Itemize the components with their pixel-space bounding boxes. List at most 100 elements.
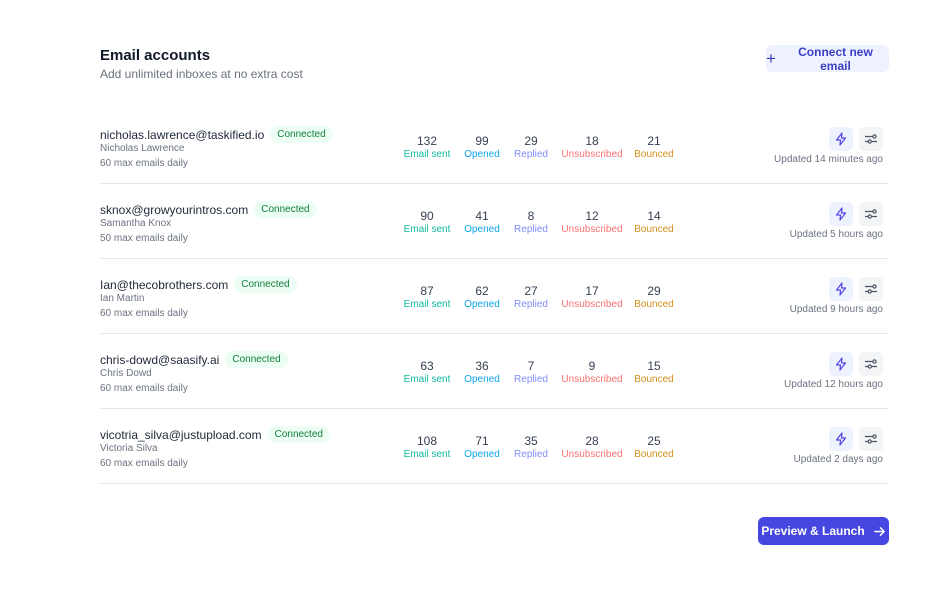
arrow-right-icon bbox=[873, 526, 885, 536]
updated-time: Updated 14 minutes ago bbox=[774, 154, 883, 165]
lightning-icon bbox=[835, 357, 847, 371]
stat-label: Bounced bbox=[634, 374, 674, 385]
stat-label: Opened bbox=[464, 449, 500, 460]
stat-value: 36 bbox=[475, 359, 489, 373]
stat-label: Unsubscribed bbox=[561, 149, 623, 160]
daily-limit: 60 max emails daily bbox=[100, 158, 188, 169]
lightning-icon bbox=[835, 282, 847, 296]
account-list: nicholas.lawrence@taskified.io Connected … bbox=[100, 109, 889, 484]
launch-label: Preview & Launch bbox=[761, 524, 865, 538]
stat-replied: 7 Replied bbox=[486, 359, 576, 385]
stat-value: 29 bbox=[524, 134, 538, 148]
warmup-button[interactable] bbox=[829, 277, 853, 301]
stat-email-sent: 108 Email sent bbox=[382, 434, 472, 460]
stat-unsubscribed: 28 Unsubscribed bbox=[547, 434, 637, 460]
account-name: Ian Martin bbox=[100, 293, 145, 304]
stat-label: Opened bbox=[464, 149, 500, 160]
updated-time: Updated 9 hours ago bbox=[789, 304, 883, 315]
sliders-icon bbox=[865, 134, 877, 144]
stat-replied: 8 Replied bbox=[486, 209, 576, 235]
stat-opened: 36 Opened bbox=[437, 359, 527, 385]
account-name: Nicholas Lawrence bbox=[100, 143, 185, 154]
sliders-icon bbox=[865, 359, 877, 369]
daily-limit: 60 max emails daily bbox=[100, 308, 188, 319]
stat-label: Opened bbox=[464, 299, 500, 310]
stat-opened: 41 Opened bbox=[437, 209, 527, 235]
daily-limit: 50 max emails daily bbox=[100, 233, 188, 244]
status-badge: Connected bbox=[267, 426, 330, 443]
status-badge: Connected bbox=[225, 351, 288, 368]
stat-label: Email sent bbox=[403, 149, 451, 160]
settings-button[interactable] bbox=[859, 127, 883, 151]
stat-email-sent: 87 Email sent bbox=[382, 284, 472, 310]
account-row: chris-dowd@saasify.ai Connected Chris Dow… bbox=[100, 334, 889, 409]
stat-value: 62 bbox=[475, 284, 489, 298]
account-email: Ian@thecobrothers.com bbox=[100, 277, 229, 292]
stat-value: 18 bbox=[585, 134, 599, 148]
stat-bounced: 21 Bounced bbox=[609, 134, 699, 160]
stat-value: 21 bbox=[647, 134, 661, 148]
updated-time: Updated 5 hours ago bbox=[789, 229, 883, 240]
stat-value: 87 bbox=[420, 284, 434, 298]
account-email: nicholas.lawrence@taskified.io bbox=[100, 127, 265, 142]
sliders-icon bbox=[865, 284, 877, 294]
stat-value: 108 bbox=[416, 434, 438, 448]
warmup-button[interactable] bbox=[829, 427, 853, 451]
stat-label: Bounced bbox=[634, 299, 674, 310]
stat-label: Email sent bbox=[403, 299, 451, 310]
settings-button[interactable] bbox=[859, 202, 883, 226]
stat-label: Email sent bbox=[403, 374, 451, 385]
stat-label: Replied bbox=[514, 149, 548, 160]
lightning-icon bbox=[835, 432, 847, 446]
updated-time: Updated 12 hours ago bbox=[784, 379, 883, 390]
stat-value: 17 bbox=[585, 284, 599, 298]
stat-value: 71 bbox=[475, 434, 489, 448]
lightning-icon bbox=[835, 132, 847, 146]
account-email: chris-dowd@saasify.ai bbox=[100, 352, 220, 367]
stat-unsubscribed: 12 Unsubscribed bbox=[547, 209, 637, 235]
connect-label: Connect new email bbox=[798, 44, 873, 73]
stat-value: 8 bbox=[527, 209, 535, 223]
stat-value: 28 bbox=[585, 434, 599, 448]
stat-label: Bounced bbox=[634, 224, 674, 235]
stat-bounced: 29 Bounced bbox=[609, 284, 699, 310]
account-name: Chris Dowd bbox=[100, 368, 152, 379]
stat-opened: 71 Opened bbox=[437, 434, 527, 460]
account-name: Victoria Silva bbox=[100, 443, 158, 454]
stat-value: 12 bbox=[585, 209, 599, 223]
stat-value: 132 bbox=[416, 134, 438, 148]
account-row: nicholas.lawrence@taskified.io Connected … bbox=[100, 109, 889, 184]
stat-value: 9 bbox=[588, 359, 596, 373]
stat-value: 29 bbox=[647, 284, 661, 298]
preview-launch-button[interactable]: Preview & Launch bbox=[758, 517, 889, 545]
warmup-button[interactable] bbox=[829, 352, 853, 376]
settings-button[interactable] bbox=[859, 352, 883, 376]
status-badge: Connected bbox=[270, 126, 333, 143]
stat-unsubscribed: 9 Unsubscribed bbox=[547, 359, 637, 385]
account-row: Ian@thecobrothers.com Connected Ian Marti… bbox=[100, 259, 889, 334]
stat-bounced: 14 Bounced bbox=[609, 209, 699, 235]
stat-bounced: 15 Bounced bbox=[609, 359, 699, 385]
settings-button[interactable] bbox=[859, 277, 883, 301]
connect-new-email-button[interactable]: + Connect new email bbox=[766, 44, 889, 73]
stat-value: 15 bbox=[647, 359, 661, 373]
stat-unsubscribed: 18 Unsubscribed bbox=[547, 134, 637, 160]
updated-time: Updated 2 days ago bbox=[793, 454, 883, 465]
stat-label: Bounced bbox=[634, 149, 674, 160]
page-title: Email accounts bbox=[100, 47, 211, 64]
stat-replied: 29 Replied bbox=[486, 134, 576, 160]
sliders-icon bbox=[865, 434, 877, 444]
stat-label: Unsubscribed bbox=[561, 449, 623, 460]
page-subtitle: Add unlimited inboxes at no extra cost bbox=[100, 67, 303, 81]
daily-limit: 60 max emails daily bbox=[100, 383, 188, 394]
warmup-button[interactable] bbox=[829, 202, 853, 226]
stat-opened: 62 Opened bbox=[437, 284, 527, 310]
stat-value: 63 bbox=[420, 359, 434, 373]
stat-label: Unsubscribed bbox=[561, 299, 623, 310]
warmup-button[interactable] bbox=[829, 127, 853, 151]
stat-value: 27 bbox=[524, 284, 538, 298]
settings-button[interactable] bbox=[859, 427, 883, 451]
account-row: sknox@growyourintros.com Connected Samant… bbox=[100, 184, 889, 259]
stat-label: Bounced bbox=[634, 449, 674, 460]
account-email: vicotria_silva@justupload.com bbox=[100, 427, 262, 442]
